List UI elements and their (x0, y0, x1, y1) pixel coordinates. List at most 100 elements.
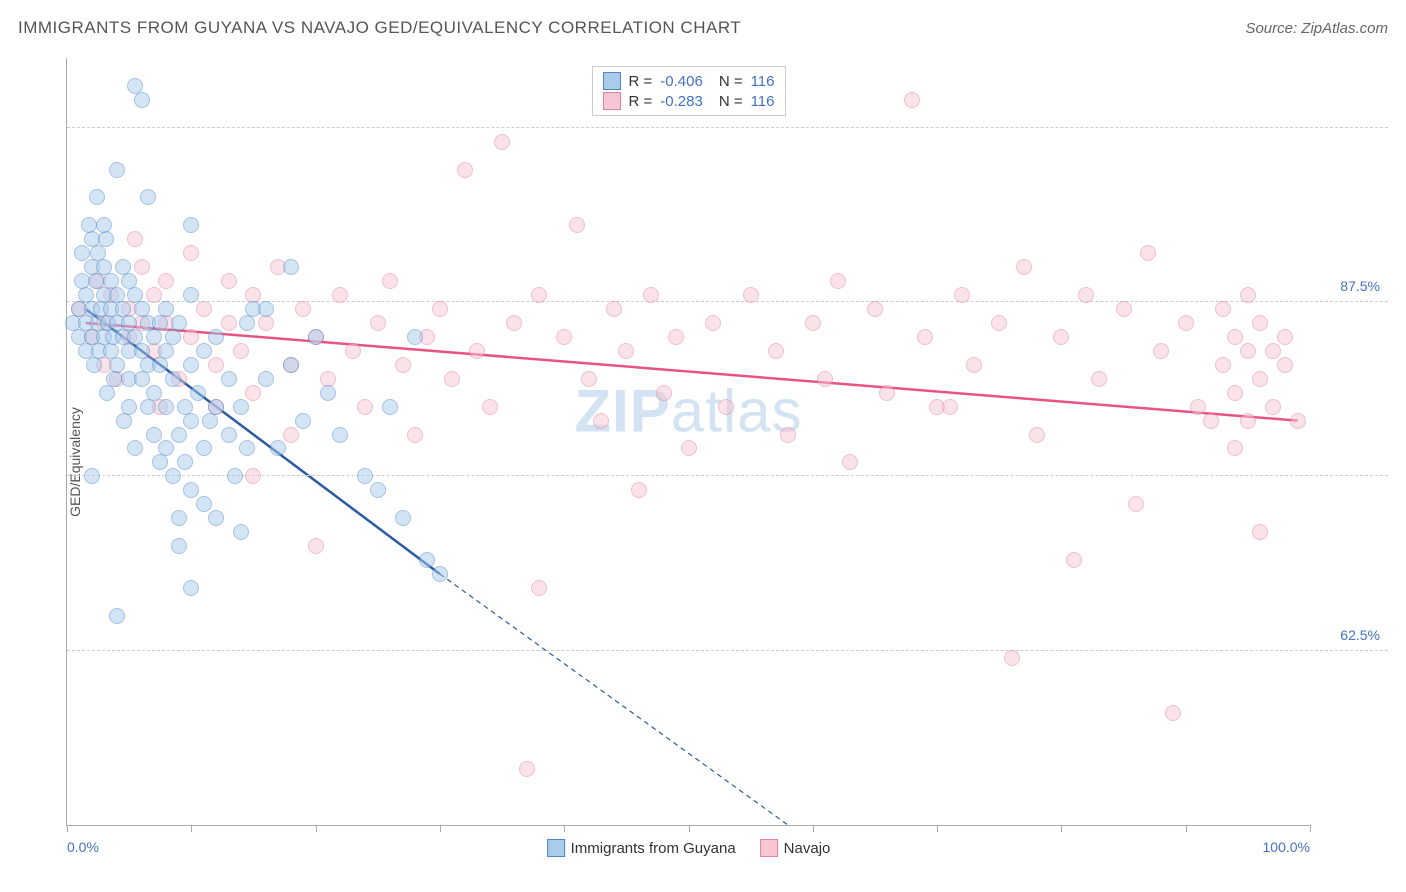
point-navajo (127, 231, 143, 247)
point-navajo (1078, 287, 1094, 303)
point-guyana (152, 315, 168, 331)
point-guyana (183, 287, 199, 303)
point-guyana (239, 440, 255, 456)
point-navajo (1227, 385, 1243, 401)
x-tick (937, 825, 938, 832)
legend-stats-row-guyana: R = -0.406 N = 116 (603, 71, 775, 91)
swatch-navajo (603, 92, 621, 110)
point-navajo (1029, 427, 1045, 443)
point-navajo (1252, 524, 1268, 540)
point-navajo (593, 413, 609, 429)
r-label: R = (629, 73, 653, 90)
point-guyana (134, 92, 150, 108)
legend-item-navajo: Navajo (760, 839, 831, 857)
point-guyana (320, 385, 336, 401)
point-guyana (183, 482, 199, 498)
point-guyana (183, 217, 199, 233)
legend-item-guyana: Immigrants from Guyana (547, 839, 736, 857)
point-navajo (1277, 357, 1293, 373)
gridline (67, 127, 1388, 128)
point-guyana (86, 357, 102, 373)
point-guyana (258, 371, 274, 387)
point-navajo (1203, 413, 1219, 429)
point-navajo (1215, 357, 1231, 373)
y-tick-label: 62.5% (1340, 627, 1380, 643)
point-navajo (1140, 245, 1156, 261)
point-navajo (531, 580, 547, 596)
point-guyana (239, 315, 255, 331)
point-guyana (357, 468, 373, 484)
point-navajo (1016, 259, 1032, 275)
point-navajo (395, 357, 411, 373)
point-guyana (158, 301, 174, 317)
series-label-guyana: Immigrants from Guyana (571, 840, 736, 857)
point-navajo (743, 287, 759, 303)
point-guyana (165, 371, 181, 387)
point-guyana (283, 259, 299, 275)
point-navajo (1252, 315, 1268, 331)
gridline (67, 650, 1388, 651)
point-navajo (1265, 343, 1281, 359)
point-guyana (177, 454, 193, 470)
r-value-guyana: -0.406 (660, 73, 703, 90)
point-navajo (1004, 650, 1020, 666)
point-navajo (1066, 552, 1082, 568)
source-attribution: Source: ZipAtlas.com (1245, 20, 1388, 37)
point-navajo (1240, 287, 1256, 303)
point-navajo (183, 245, 199, 261)
point-navajo (370, 315, 386, 331)
point-guyana (98, 231, 114, 247)
point-navajo (1277, 329, 1293, 345)
watermark: ZIPatlas (574, 376, 802, 445)
point-guyana (127, 440, 143, 456)
point-navajo (283, 427, 299, 443)
point-navajo (308, 538, 324, 554)
point-guyana (74, 245, 90, 261)
point-navajo (643, 287, 659, 303)
point-navajo (581, 371, 597, 387)
point-navajo (357, 399, 373, 415)
point-navajo (1227, 440, 1243, 456)
point-navajo (1153, 343, 1169, 359)
n-label: N = (719, 73, 743, 90)
point-guyana (158, 399, 174, 415)
x-tick (440, 825, 441, 832)
swatch-guyana (603, 72, 621, 90)
point-navajo (233, 343, 249, 359)
chart-container: GED/Equivalency ZIPatlas R = -0.406 N = … (18, 50, 1388, 874)
point-navajo (1290, 413, 1306, 429)
n-value-guyana: 116 (751, 73, 775, 90)
point-guyana (208, 510, 224, 526)
point-guyana (183, 413, 199, 429)
point-navajo (221, 273, 237, 289)
point-navajo (867, 301, 883, 317)
point-navajo (1265, 399, 1281, 415)
point-guyana (270, 440, 286, 456)
point-navajo (1053, 329, 1069, 345)
point-navajo (1116, 301, 1132, 317)
x-tick (1186, 825, 1187, 832)
gridline (67, 475, 1388, 476)
point-navajo (1227, 329, 1243, 345)
x-tick (1310, 825, 1311, 832)
point-navajo (506, 315, 522, 331)
point-navajo (805, 315, 821, 331)
x-tick (316, 825, 317, 832)
point-navajo (345, 343, 361, 359)
point-navajo (432, 301, 448, 317)
point-guyana (190, 385, 206, 401)
point-guyana (283, 357, 299, 373)
point-navajo (942, 399, 958, 415)
point-navajo (482, 399, 498, 415)
y-tick-label: 87.5% (1340, 278, 1380, 294)
point-navajo (718, 399, 734, 415)
point-guyana (419, 552, 435, 568)
point-guyana (84, 468, 100, 484)
point-navajo (1240, 413, 1256, 429)
point-guyana (146, 385, 162, 401)
point-navajo (954, 287, 970, 303)
x-tick-label: 100.0% (1263, 839, 1310, 855)
point-navajo (681, 440, 697, 456)
point-guyana (146, 427, 162, 443)
point-navajo (768, 343, 784, 359)
